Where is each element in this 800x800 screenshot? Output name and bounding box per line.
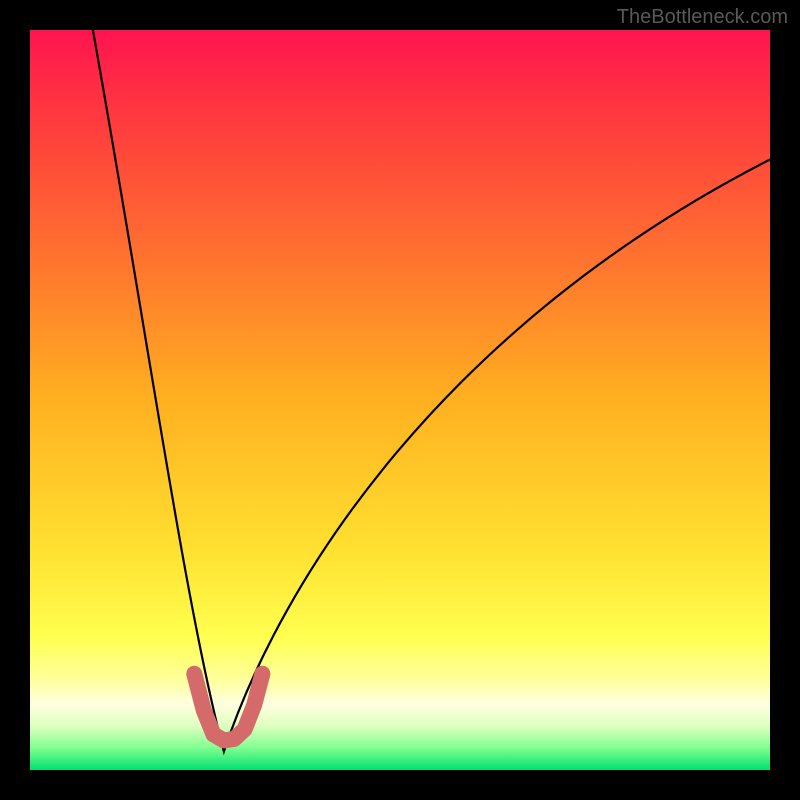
gradient-background	[30, 30, 770, 770]
plot-area	[30, 30, 770, 770]
plot-svg	[30, 30, 770, 770]
watermark-text: TheBottleneck.com	[617, 6, 788, 29]
chart-container: TheBottleneck.com	[0, 0, 800, 800]
